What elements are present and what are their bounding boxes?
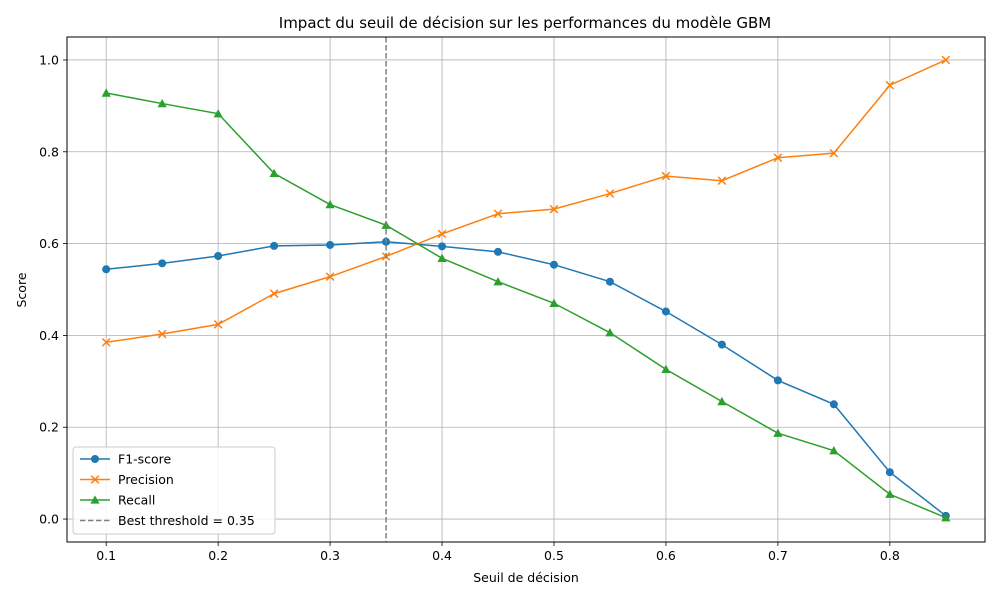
data-point	[102, 265, 111, 274]
legend-marker	[90, 495, 100, 504]
data-point	[549, 298, 559, 307]
series-line	[106, 59, 947, 344]
data-point	[213, 320, 223, 329]
data-point	[549, 260, 558, 269]
data-point	[493, 209, 503, 219]
data-point	[605, 277, 614, 286]
series-recall	[101, 88, 951, 522]
legend-box	[72, 446, 276, 535]
data-point	[661, 307, 670, 316]
ticks: 0.1 0.2 0.3 0.4 0.5 0.6 0.7 0.8 0.0 0.2 0.4 0.6 0.8 1…	[39, 52, 900, 563]
data-point	[661, 364, 671, 374]
series-line	[106, 92, 947, 519]
x-tick-label: 0.8	[880, 548, 900, 563]
y-axis-label: Score	[14, 272, 29, 307]
data-point	[437, 253, 447, 262]
legend-entry: Recall	[80, 493, 155, 508]
data-point	[101, 337, 111, 347]
data-point	[269, 289, 279, 298]
x-tick-label: 0.2	[208, 548, 228, 563]
data-point	[157, 98, 167, 108]
data-point	[605, 189, 615, 198]
y-tick-label: 1.0	[39, 52, 59, 67]
x-tick-label: 0.5	[544, 548, 564, 563]
x-tick-label: 0.6	[656, 548, 676, 563]
x-tick-label: 0.3	[320, 548, 340, 563]
plot-area	[101, 37, 951, 542]
y-tick-label: 0.6	[39, 236, 59, 251]
series-f1-score	[102, 237, 950, 520]
legend: F1-score Precision Recall Best threshold = …	[72, 446, 276, 535]
legend-label: Best threshold = 0.35	[118, 513, 255, 528]
data-point	[773, 428, 783, 437]
legend-entry: Best threshold = 0.35	[80, 513, 255, 528]
y-tick-label: 0.2	[39, 420, 59, 435]
data-point	[214, 251, 223, 260]
y-tick-label: 0.8	[39, 144, 59, 159]
data-point	[941, 513, 951, 522]
data-point	[829, 148, 839, 158]
data-point	[605, 328, 615, 337]
data-point	[269, 168, 279, 178]
data-point	[101, 88, 111, 97]
legend-label: Recall	[118, 493, 155, 508]
series-line	[106, 241, 947, 517]
data-point	[325, 199, 335, 209]
x-axis-label: Seuil de décision	[473, 570, 579, 585]
x-tick-label: 0.1	[96, 548, 116, 563]
data-point	[717, 340, 726, 349]
data-point	[438, 242, 447, 251]
data-point	[941, 55, 951, 65]
data-point	[661, 171, 671, 181]
data-point	[325, 272, 335, 281]
legend-entry: F1-score	[80, 452, 172, 467]
data-point	[157, 329, 167, 339]
data-point	[885, 80, 895, 90]
x-tick-label: 0.7	[768, 548, 788, 563]
legend-marker	[90, 475, 100, 484]
x-tick-label: 0.4	[432, 548, 452, 563]
data-point	[494, 247, 503, 256]
data-point	[158, 259, 167, 268]
chart-title: Impact du seuil de décision sur les perf…	[279, 14, 771, 32]
data-point	[829, 400, 838, 409]
legend-marker	[91, 455, 99, 463]
legend-label: F1-score	[118, 452, 172, 467]
data-point	[717, 396, 727, 406]
series-precision	[101, 55, 951, 347]
plot-frame	[66, 36, 986, 543]
data-point	[885, 468, 894, 477]
data-point	[885, 489, 895, 498]
data-point	[437, 229, 447, 239]
data-point	[773, 153, 783, 163]
data-point	[326, 240, 335, 249]
data-point	[717, 176, 727, 186]
data-point	[270, 241, 279, 250]
legend-entry: Precision	[80, 472, 174, 487]
data-point	[493, 277, 503, 286]
data-point	[213, 109, 223, 118]
data-point	[549, 204, 559, 214]
data-point	[829, 446, 839, 455]
y-tick-label: 0.0	[39, 512, 59, 527]
y-tick-label: 0.4	[39, 328, 59, 343]
legend-label: Precision	[118, 472, 174, 487]
data-point	[773, 376, 782, 385]
